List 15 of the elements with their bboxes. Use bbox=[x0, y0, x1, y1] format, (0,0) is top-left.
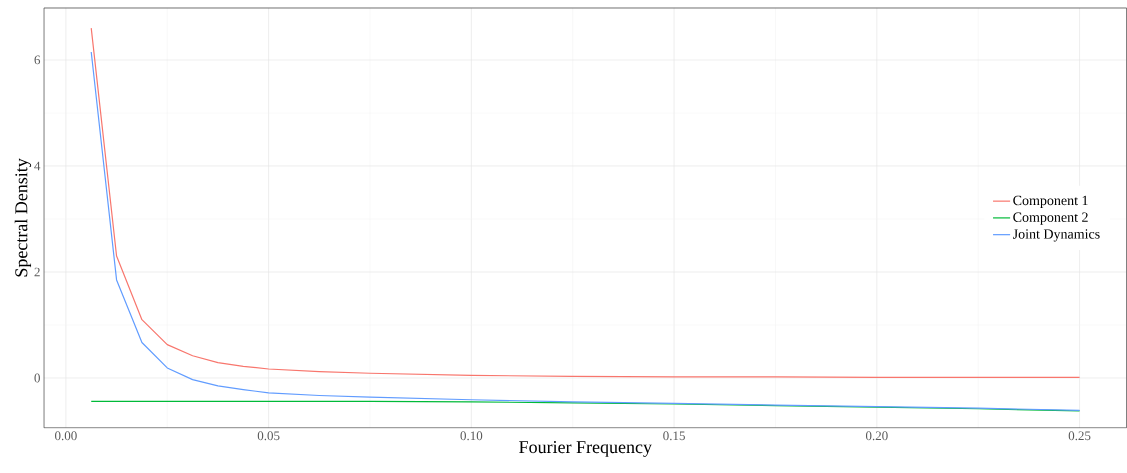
y-tick-label: 4 bbox=[34, 161, 41, 171]
x-tick-label: 0.20 bbox=[865, 431, 888, 441]
legend-label: Component 2 bbox=[1013, 212, 1088, 225]
x-tick-label: 0.05 bbox=[257, 431, 280, 441]
x-tick-label: 0.10 bbox=[460, 431, 483, 441]
y-tick-label: 2 bbox=[34, 267, 40, 277]
y-tick-label: 6 bbox=[34, 55, 41, 65]
x-tick-label: 0.15 bbox=[663, 431, 685, 441]
legend-label: Component 1 bbox=[1013, 195, 1088, 209]
legend-label: Joint Dynamics bbox=[1013, 229, 1100, 242]
y-tick-label: 0 bbox=[34, 373, 40, 383]
x-tick-label: 0.25 bbox=[1068, 431, 1091, 441]
x-tick-label: 0.00 bbox=[55, 431, 77, 441]
y-axis-title: Spectral Density bbox=[14, 158, 32, 277]
x-axis-title: Fourier Frequency bbox=[519, 441, 652, 457]
